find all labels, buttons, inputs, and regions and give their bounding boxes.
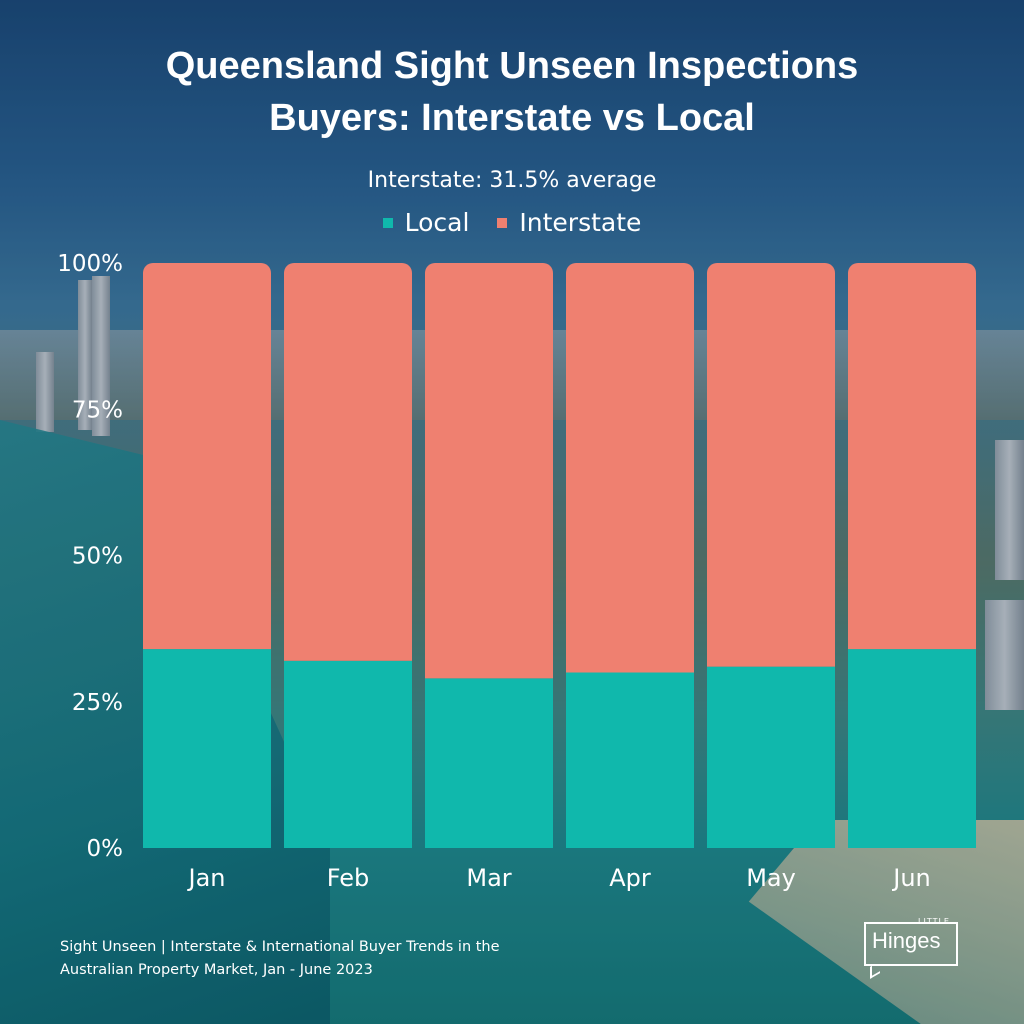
y-tick-label: 75% (72, 397, 123, 423)
background-tower (995, 440, 1024, 580)
bar-interstate-apr (566, 263, 694, 673)
bar-local-jan (143, 649, 271, 848)
x-tick-label-apr: Apr (609, 864, 651, 892)
y-tick-label: 25% (72, 690, 123, 716)
x-tick-label-jun: Jun (891, 864, 931, 892)
bar-local-may (707, 666, 835, 848)
chart-legend: Local Interstate (0, 208, 1024, 237)
source-note-line-2: Australian Property Market, Jan - June 2… (60, 962, 373, 978)
source-note-line-1: Sight Unseen | Interstate & Internationa… (60, 939, 500, 955)
legend-item-interstate: Interstate (497, 208, 641, 237)
brand-logo-text: Hinges (872, 928, 941, 953)
bar-interstate-jun (848, 263, 976, 650)
bar-group-may (707, 263, 835, 848)
brand-logo (864, 922, 958, 966)
y-tick-label: 50% (72, 544, 123, 570)
bar-interstate-jan (143, 263, 271, 650)
brand-logo-small-text: LITTLE (918, 917, 950, 926)
x-tick-label-may: May (746, 864, 796, 892)
x-tick-label-feb: Feb (327, 864, 370, 892)
y-tick-label: 100% (57, 251, 123, 277)
x-tick-label-mar: Mar (466, 864, 511, 892)
x-tick-label-jan: Jan (187, 864, 226, 892)
chart-title-line-1: Queensland Sight Unseen Inspections (165, 45, 859, 87)
bar-local-jun (848, 649, 976, 848)
bar-group-jun (848, 263, 976, 848)
bar-local-mar (425, 678, 553, 848)
legend-label-local: Local (404, 208, 470, 237)
bar-interstate-feb (284, 263, 412, 661)
bar-group-apr (566, 263, 694, 848)
bar-interstate-mar (425, 263, 553, 679)
legend-label-interstate: Interstate (519, 208, 642, 237)
bar-group-mar (425, 263, 553, 848)
chart-subtitle: Interstate: 31.5% average (367, 168, 657, 193)
background-tower (78, 280, 92, 430)
legend-swatch-interstate (497, 217, 508, 228)
background-tower (92, 276, 110, 436)
bar-group-feb (284, 263, 412, 848)
background-tower (36, 352, 54, 432)
source-note: Sight Unseen | Interstate & Internationa… (60, 936, 620, 982)
bar-local-feb (284, 660, 412, 848)
bar-interstate-may (707, 263, 835, 667)
bar-local-apr (566, 672, 694, 848)
chart-title-line-2: Buyers: Interstate vs Local (269, 97, 755, 139)
bar-group-jan (143, 263, 271, 848)
legend-swatch-local (382, 217, 393, 228)
background-tower (985, 600, 1024, 710)
y-tick-label: 0% (87, 836, 124, 862)
legend-item-local: Local (382, 208, 470, 237)
